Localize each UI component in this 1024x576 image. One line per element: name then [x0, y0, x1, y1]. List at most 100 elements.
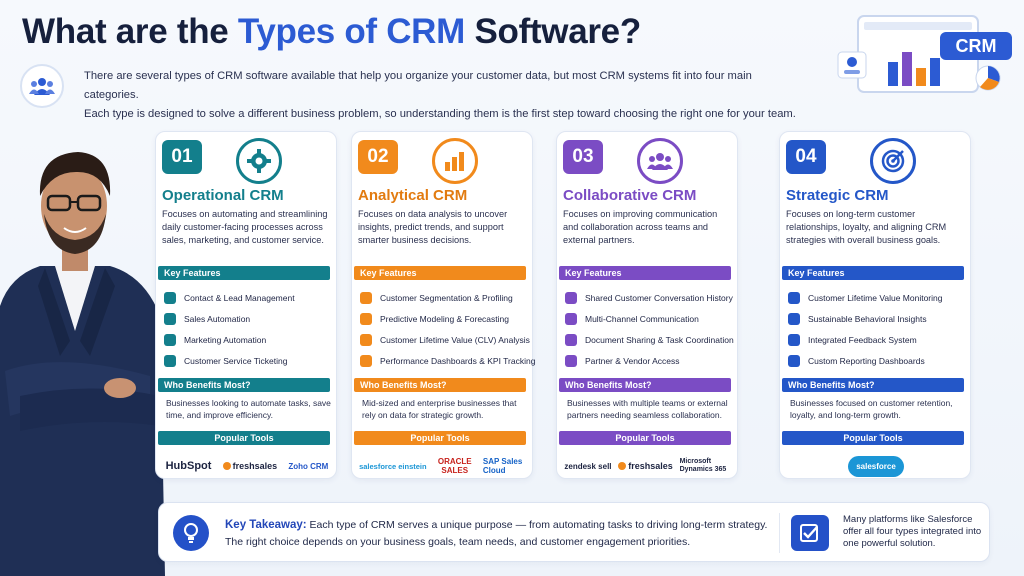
- benefits-band: Who Benefits Most?: [354, 378, 526, 392]
- benefit-text: Mid-sized and enterprise businesses that…: [362, 398, 517, 420]
- card-collaborative-crm: 03 Collaborative CRM Focuses on improvin…: [556, 131, 738, 479]
- feature-list: Contact & Lead Management Sales Automati…: [164, 287, 336, 371]
- takeaway-label: Key Takeaway:: [225, 519, 307, 531]
- sap-logo: SAP Sales Cloud: [482, 457, 523, 475]
- title-part1: What are the: [22, 12, 238, 51]
- list-item: Customer Lifetime Value Monitoring: [788, 287, 960, 308]
- card-number: 02: [358, 140, 398, 174]
- users-icon: [20, 64, 64, 108]
- intro-text: There are several types of CRM software …: [84, 67, 804, 124]
- list-item: Customer Segmentation & Profiling: [360, 287, 532, 308]
- card-description: Focuses on improving communication and c…: [563, 209, 718, 245]
- chat-icon: [565, 291, 577, 304]
- card-description: Focuses on data analysis to uncover insi…: [358, 209, 508, 245]
- list-item: Multi-Channel Communication: [565, 308, 737, 329]
- forecast-icon: [360, 312, 372, 325]
- title-part2: Software?: [465, 12, 641, 51]
- dynamics-logo: Microsoft Dynamics 365: [679, 458, 727, 473]
- benefits-band: Who Benefits Most?: [782, 378, 964, 392]
- card-description: Focuses on long-term customer relationsh…: [786, 209, 947, 245]
- monitor-icon: [788, 291, 800, 304]
- tool-logos: salesforce: [784, 454, 968, 478]
- channels-icon: [565, 312, 577, 325]
- zendesk-logo: zendesk sell: [564, 461, 612, 471]
- card-title: Operational CRM: [162, 187, 284, 204]
- divider: [779, 513, 780, 553]
- benefits-band: Who Benefits Most?: [158, 378, 330, 392]
- list-item: Contact & Lead Management: [164, 287, 336, 308]
- card-analytical-crm: 02 Analytical CRM Focuses on data analys…: [351, 131, 535, 479]
- list-item: Marketing Automation: [164, 329, 336, 350]
- document-icon: [565, 333, 577, 346]
- list-item: Performance Dashboards & KPI Tracking: [360, 350, 535, 371]
- value-icon: [360, 333, 372, 346]
- tools-band: Popular Tools: [782, 431, 964, 445]
- tools-band: Popular Tools: [559, 431, 731, 445]
- list-item: Shared Customer Conversation History: [565, 287, 737, 308]
- key-features-band: Key Features: [559, 266, 731, 280]
- partner-icon: [565, 354, 577, 367]
- list-item: Sales Automation: [164, 308, 336, 329]
- megaphone-icon: [164, 333, 176, 346]
- freshsales-logo: freshsales: [618, 461, 673, 471]
- benefit-text: Businesses looking to automate tasks, sa…: [166, 398, 331, 420]
- card-description: Focuses on automating and streamlining d…: [162, 209, 328, 245]
- benefit-text: Businesses with multiple teams or extern…: [567, 398, 728, 420]
- checkbox-icon: [791, 515, 829, 551]
- tool-logos: HubSpot freshsales Zoho CRM: [160, 454, 334, 478]
- tool-logos: zendesk sell freshsales Microsoft Dynami…: [561, 454, 735, 478]
- feature-list: Customer Segmentation & Profiling Predic…: [360, 287, 535, 371]
- report-icon: [788, 354, 800, 367]
- freshsales-logo: freshsales: [222, 461, 277, 471]
- list-item: Predictive Modeling & Forecasting: [360, 308, 532, 329]
- benefits-band: Who Benefits Most?: [559, 378, 731, 392]
- card-title: Analytical CRM: [358, 187, 468, 204]
- team-icon: [637, 138, 683, 184]
- lightbulb-icon: [173, 515, 209, 551]
- page-title: What are the Types of CRM Software?: [22, 12, 641, 52]
- zoho-logo: Zoho CRM: [288, 461, 329, 471]
- contact-icon: [164, 291, 176, 304]
- oracle-sales-logo: ORACLE SALES: [437, 457, 472, 475]
- ticket-icon: [164, 354, 176, 367]
- card-strategic-crm: 04 Strategic CRM Focuses on long-term cu…: [779, 131, 971, 479]
- person-illustration: [0, 126, 170, 576]
- title-accent: Types of CRM: [237, 12, 466, 51]
- card-operational-crm: 01 Operational CRM Focuses on automating…: [155, 131, 337, 479]
- key-features-band: Key Features: [782, 266, 964, 280]
- takeaway-note: Many platforms like Salesforce offer all…: [843, 514, 982, 549]
- feature-list: Customer Lifetime Value Monitoring Susta…: [788, 287, 960, 371]
- list-item: Customer Lifetime Value (CLV) Analysis: [360, 329, 532, 350]
- crm-illustration: CRM: [828, 10, 1018, 100]
- tools-band: Popular Tools: [354, 431, 526, 445]
- card-title: Collaborative CRM: [563, 187, 697, 204]
- list-item: Partner & Vendor Access: [565, 350, 737, 371]
- list-item: Customer Service Ticketing: [164, 350, 336, 371]
- list-item: Sustainable Behavioral Insights: [788, 308, 960, 329]
- hubspot-logo: HubSpot: [165, 460, 212, 472]
- takeaway-text: Key Takeaway: Each type of CRM serves a …: [225, 519, 768, 548]
- dashboard-icon: [360, 354, 372, 367]
- list-item: Integrated Feedback System: [788, 329, 960, 350]
- benefit-text: Businesses focused on customer retention…: [790, 398, 953, 420]
- tool-logos: salesforce einstein ORACLE SALES SAP Sal…: [356, 454, 530, 478]
- card-number: 01: [162, 140, 202, 174]
- card-number: 04: [786, 140, 826, 174]
- salesforce-logo: salesforce: [848, 455, 904, 477]
- segment-icon: [360, 291, 372, 304]
- feature-list: Shared Customer Conversation History Mul…: [565, 287, 737, 371]
- key-takeaway: Key Takeaway: Each type of CRM serves a …: [158, 502, 990, 562]
- gear-icon: [236, 138, 282, 184]
- insight-icon: [788, 312, 800, 325]
- intro-line-2: Each type is designed to solve a differe…: [84, 108, 796, 120]
- automation-icon: [164, 312, 176, 325]
- card-number: 03: [563, 140, 603, 174]
- tools-band: Popular Tools: [158, 431, 330, 445]
- key-features-band: Key Features: [354, 266, 526, 280]
- salesforce-einstein-logo: salesforce einstein: [359, 461, 427, 471]
- key-features-band: Key Features: [158, 266, 330, 280]
- intro-line-1: There are several types of CRM software …: [84, 70, 752, 101]
- target-icon: [870, 138, 916, 184]
- list-item: Document Sharing & Task Coordination: [565, 329, 737, 350]
- feedback-icon: [788, 333, 800, 346]
